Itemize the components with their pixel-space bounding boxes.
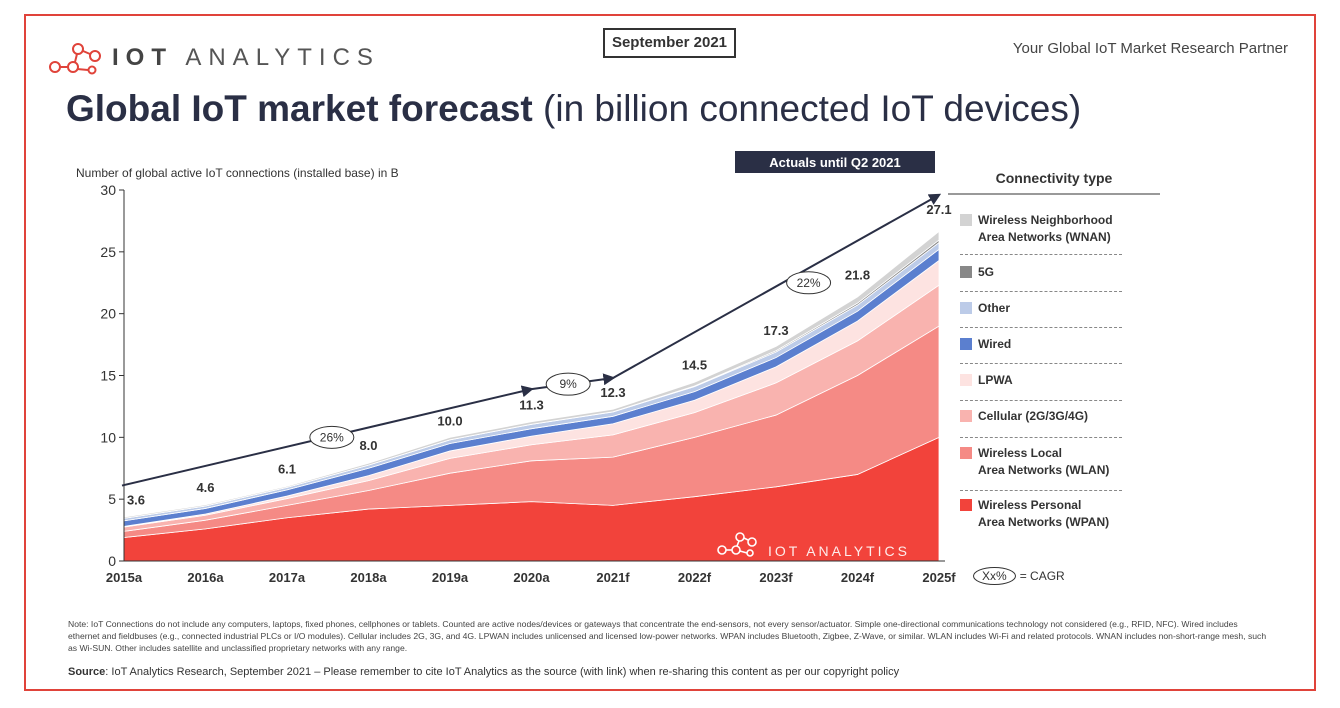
x-tick-label: 2023f <box>759 570 793 585</box>
total-label: 17.3 <box>763 323 788 338</box>
network-nodes-icon <box>49 43 101 75</box>
legend-swatch <box>960 338 972 350</box>
legend-title: Connectivity type <box>995 170 1113 186</box>
total-label: 21.8 <box>845 267 870 282</box>
cagr-label: 9% <box>560 377 578 391</box>
total-label: 6.1 <box>278 462 296 477</box>
legend-swatch <box>960 266 972 278</box>
cagr-oval <box>309 425 355 449</box>
legend-separator <box>960 490 1122 491</box>
legend-separator <box>960 291 1122 292</box>
y-tick-label: 5 <box>108 491 116 507</box>
watermark-network-icon <box>717 532 757 557</box>
legend-item: Wired <box>960 336 1011 353</box>
footnote: Note: IoT Connections do not include any… <box>68 619 1267 653</box>
total-label: 11.3 <box>519 397 544 412</box>
tagline: Your Global IoT Market Research Partner <box>1012 40 1288 57</box>
legend-separator <box>960 254 1122 255</box>
legend-separator <box>960 327 1122 328</box>
legend-label: Wireless Neighborhood Area Networks (WNAN… <box>978 213 1113 244</box>
legend-swatch <box>960 410 972 422</box>
x-tick-label: 2019a <box>432 570 469 585</box>
legend-swatch <box>960 499 972 511</box>
y-tick-label: 25 <box>100 244 116 260</box>
x-tick-label: 2015a <box>106 570 143 585</box>
actuals-banner <box>735 151 935 173</box>
y-axis-label: Number of global active IoT connections … <box>76 166 399 180</box>
legend-label: 5G <box>978 265 995 279</box>
legend-separator <box>960 400 1122 401</box>
x-tick-label: 2020a <box>513 570 550 585</box>
legend-item: Other <box>960 300 1010 317</box>
legend-title-underline <box>948 193 1160 195</box>
cagr-key: Xx% = CAGR <box>973 567 1065 585</box>
legend-label: Other <box>978 301 1011 315</box>
logo: IOT ANALYTICS <box>48 40 380 76</box>
x-tick-label: 2025f <box>922 570 956 585</box>
cagr-label: 26% <box>320 430 344 444</box>
total-label: 10.0 <box>437 413 462 428</box>
y-tick-label: 15 <box>100 368 116 384</box>
legend-item: 5G <box>960 264 994 281</box>
legend-separator <box>960 363 1122 364</box>
legend-label: Cellular (2G/3G/4G) <box>978 409 1089 423</box>
legend-label: Wireless Local Area Networks (WLAN) <box>978 446 1110 477</box>
y-tick-label: 20 <box>100 306 116 322</box>
total-label: 4.6 <box>196 480 214 495</box>
legend-item: LPWA <box>960 372 1013 389</box>
cagr-key-oval: Xx% <box>973 567 1016 585</box>
legend-item: Cellular (2G/3G/4G) <box>960 408 1088 425</box>
legend-swatch <box>960 447 972 459</box>
actuals-banner-text: Actuals until Q2 2021 <box>769 155 901 170</box>
total-label: 27.1 <box>926 202 951 217</box>
legend-label: LPWA <box>978 373 1013 387</box>
area-series-8 <box>123 230 940 519</box>
legend-separator <box>960 437 1122 438</box>
x-tick-label: 2022f <box>678 570 712 585</box>
legend-swatch <box>960 302 972 314</box>
cagr-label: 22% <box>797 276 821 290</box>
x-tick-label: 2018a <box>350 570 387 585</box>
legend-swatch <box>960 214 972 226</box>
legend-item: Wireless Neighborhood Area Networks (WNAN… <box>960 212 1113 246</box>
watermark-text: IOT ANALYTICS <box>768 543 910 559</box>
y-tick-label: 10 <box>100 429 116 445</box>
x-tick-label: 2021f <box>596 570 630 585</box>
x-tick-label: 2017a <box>269 570 306 585</box>
total-label: 12.3 <box>600 385 625 400</box>
x-tick-label: 2024f <box>841 570 875 585</box>
total-label: 3.6 <box>127 492 145 507</box>
logo-text: IOT ANALYTICS <box>112 44 380 71</box>
legend-swatch <box>960 374 972 386</box>
chart-frame <box>24 14 1316 691</box>
legend-label: Wireless Personal Area Networks (WPAN) <box>978 498 1110 529</box>
cagr-oval <box>545 372 591 396</box>
total-label: 8.0 <box>359 438 377 453</box>
cagr-oval <box>786 271 832 295</box>
total-label: 14.5 <box>682 358 707 373</box>
x-tick-label: 2016a <box>187 570 224 585</box>
source-line: Source: IoT Analytics Research, Septembe… <box>68 666 900 678</box>
legend-item: Wireless Personal Area Networks (WPAN) <box>960 497 1109 531</box>
date-badge: September 2021 <box>603 28 736 58</box>
legend-label: Wired <box>978 337 1012 351</box>
legend-item: Wireless Local Area Networks (WLAN) <box>960 445 1109 479</box>
y-tick-label: 30 <box>100 182 116 198</box>
page-title: Global IoT market forecast (in billion c… <box>66 88 1082 129</box>
cagr-arrow <box>612 193 942 379</box>
y-tick-label: 0 <box>108 553 116 569</box>
cagr-key-text: = CAGR <box>1019 569 1065 583</box>
